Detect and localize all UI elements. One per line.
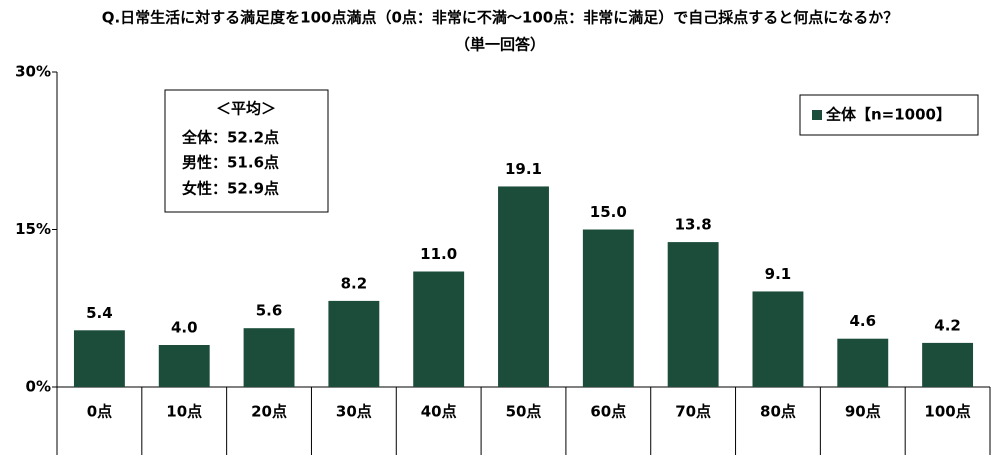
annotation: 女性：52.9点 (182, 180, 279, 198)
chart-title: Q.日常生活に対する満足度を100点満点（0点：非常に不満～100点：非常に満足… (102, 9, 899, 27)
bar (498, 186, 549, 387)
x-tick-label: 100点 (924, 403, 970, 421)
data-label: 15.0 (590, 203, 627, 221)
x-tick-label: 80点 (760, 403, 796, 421)
legend-label: 全体【n=1000】 (825, 106, 951, 124)
x-tick-label: 20点 (251, 403, 287, 421)
bar (158, 345, 210, 387)
legend-box (799, 94, 979, 136)
bar (243, 328, 295, 387)
legend-swatch (812, 110, 822, 120)
annotation: 男性：51.6点 (182, 154, 279, 172)
data-label: 5.6 (256, 302, 283, 320)
data-label: 4.2 (934, 316, 961, 334)
bar (667, 242, 719, 387)
x-tick-label: 90点 (845, 403, 881, 421)
data-label: 4.6 (849, 312, 876, 330)
x-tick-label: 10点 (166, 403, 202, 421)
bar (413, 271, 465, 387)
y-tick-label: 30% (15, 63, 51, 81)
y-tick-label: 15% (15, 220, 51, 238)
annotation-box (164, 89, 329, 213)
annotation: ＜平均＞ (216, 100, 276, 118)
data-label: 9.1 (765, 265, 792, 283)
x-tick-label: 0点 (87, 403, 112, 421)
data-label: 4.0 (171, 319, 198, 337)
bar (752, 291, 804, 387)
data-label: 5.4 (86, 304, 113, 322)
data-label: 19.1 (505, 160, 542, 178)
x-tick-label: 50点 (506, 403, 542, 421)
annotation: 全体：52.2点 (181, 129, 279, 147)
x-tick-label: 70点 (675, 403, 711, 421)
bar (582, 229, 634, 387)
chart-subtitle: （単一回答） (455, 36, 545, 54)
x-tick-label: 60点 (590, 403, 626, 421)
x-tick-label: 40点 (421, 403, 457, 421)
data-label: 8.2 (341, 274, 368, 292)
bar (73, 330, 125, 387)
data-label: 11.0 (420, 245, 457, 263)
bar (328, 300, 380, 387)
bar (922, 342, 974, 387)
y-tick-label: 0% (26, 378, 51, 396)
bar (837, 338, 889, 387)
x-tick-label: 30点 (336, 403, 372, 421)
data-label: 13.8 (675, 216, 712, 234)
